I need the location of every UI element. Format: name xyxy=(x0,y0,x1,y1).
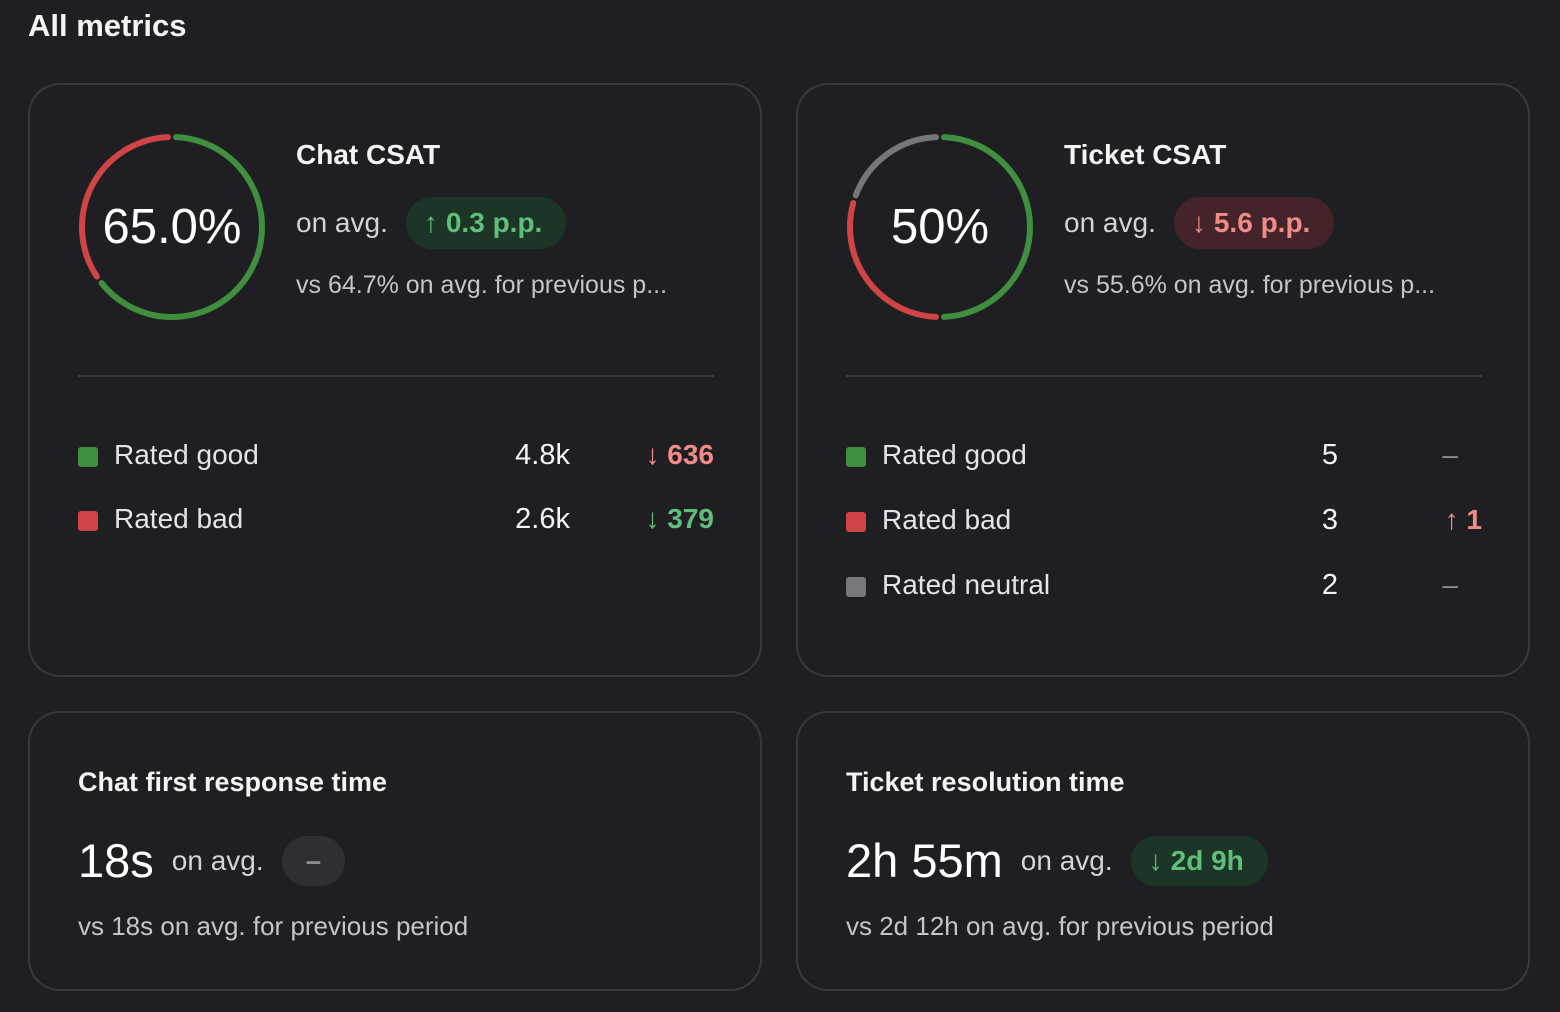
arrow-up-icon: ↑ xyxy=(423,207,438,238)
ticket-csat-legend: Rated good 5 – Rated bad 3 ↑ 1 Rated neu… xyxy=(846,433,1482,628)
arrow-down-icon: ↓ xyxy=(645,439,660,470)
legend-label: Rated good xyxy=(114,439,259,470)
legend-row-rated-bad: Rated bad 2.6k ↓ 379 xyxy=(78,497,714,561)
divider xyxy=(846,375,1482,377)
legend-label: Rated good xyxy=(882,439,1027,470)
chat-csat-value: 65.0% xyxy=(102,200,242,254)
ticket-resolution-row: 2h 55m on avg. ↓ 2d 9h xyxy=(846,833,1268,888)
gauge-bad-arc xyxy=(79,134,171,280)
legend-delta: – xyxy=(1442,439,1458,470)
chat-csat-previous: vs 64.7% on avg. for previous p... xyxy=(296,271,668,299)
ticket-resolution-previous: vs 2d 12h on avg. for previous period xyxy=(846,911,1274,941)
ticket-csat-previous: vs 55.6% on avg. for previous p... xyxy=(1064,271,1436,299)
legend-row-rated-good: Rated good 5 – xyxy=(846,433,1482,498)
chat-csat-card[interactable]: 65.0% Chat CSAT on avg. ↑ 0.3 p.p. vs 64… xyxy=(28,83,762,677)
ticket-resolution-value: 2h 55m xyxy=(846,834,1003,887)
legend-delta: – xyxy=(1442,569,1458,600)
legend-label: Rated bad xyxy=(882,504,1012,535)
green-square-icon xyxy=(78,447,98,467)
legend-delta: ↓ 636 xyxy=(646,439,715,471)
legend-row-rated-good: Rated good 4.8k ↓ 636 xyxy=(78,433,714,497)
chat-first-response-card[interactable]: Chat first response time 18s on avg. – v… xyxy=(28,711,762,991)
legend-label: Rated neutral xyxy=(882,569,1051,600)
green-square-icon xyxy=(846,447,866,467)
legend-count: 2.6k xyxy=(515,503,570,535)
ticket-resolution-title: Ticket resolution time xyxy=(846,767,1125,797)
legend-count: 4.8k xyxy=(515,439,570,471)
ticket-csat-change-badge: ↓ 5.6 p.p. xyxy=(1173,197,1335,249)
delta-value: 1 xyxy=(1466,504,1482,535)
arrow-up-icon: ↑ xyxy=(1444,504,1459,535)
page-title: All metrics xyxy=(28,8,187,43)
legend-delta: ↑ 1 xyxy=(1445,504,1482,536)
legend-count: 2 xyxy=(1321,569,1338,601)
change-value: 0.3 p.p. xyxy=(445,207,543,238)
legend-label: Rated bad xyxy=(114,503,244,534)
gauge-bad-arc xyxy=(847,200,939,320)
gauge-neutral-arc xyxy=(852,134,939,199)
delta-value: 379 xyxy=(667,503,714,534)
ticket-csat-avg-row: on avg. ↓ 5.6 p.p. xyxy=(1064,197,1335,249)
legend-count: 5 xyxy=(1321,439,1338,471)
chat-first-response-row: 18s on avg. – xyxy=(78,833,346,888)
chat-first-response-title: Chat first response time xyxy=(78,767,388,797)
chat-csat-legend: Rated good 4.8k ↓ 636 Rated bad 2.6k ↓ 3… xyxy=(78,433,714,561)
chat-csat-gauge: 65.0% xyxy=(76,131,268,323)
change-value: – xyxy=(305,844,322,876)
gauge-good-arc xyxy=(98,134,265,320)
ticket-csat-gauge: 50% xyxy=(844,131,1036,323)
red-square-icon xyxy=(846,512,866,532)
ticket-csat-gauge-ring xyxy=(847,134,1033,320)
avg-label: on avg. xyxy=(1064,207,1156,238)
legend-count: 3 xyxy=(1321,504,1338,536)
ticket-resolution-change-badge: ↓ 2d 9h xyxy=(1130,835,1268,886)
avg-label: on avg. xyxy=(296,207,388,238)
chat-csat-gauge-ring xyxy=(79,134,265,320)
avg-label: on avg. xyxy=(171,844,264,876)
delta-value: 636 xyxy=(667,439,714,470)
chat-csat-change-badge: ↑ 0.3 p.p. xyxy=(405,197,567,249)
avg-label: on avg. xyxy=(1020,844,1113,876)
ticket-csat-value: 50% xyxy=(890,200,990,254)
arrow-down-icon: ↓ xyxy=(1148,844,1163,876)
red-square-icon xyxy=(78,511,98,531)
arrow-down-icon: ↓ xyxy=(1191,207,1206,238)
divider xyxy=(78,375,714,377)
legend-row-rated-bad: Rated bad 3 ↑ 1 xyxy=(846,498,1482,563)
change-value: 5.6 p.p. xyxy=(1213,207,1311,238)
chat-first-response-previous: vs 18s on avg. for previous period xyxy=(78,911,469,941)
gauge-good-arc xyxy=(941,134,1033,320)
change-value: 2d 9h xyxy=(1170,844,1244,876)
legend-row-rated-neutral: Rated neutral 2 – xyxy=(846,563,1482,628)
chat-first-response-value: 18s xyxy=(78,834,154,887)
ticket-resolution-card[interactable]: Ticket resolution time 2h 55m on avg. ↓ … xyxy=(796,711,1530,991)
chat-csat-title: Chat CSAT xyxy=(296,139,441,170)
arrow-down-icon: ↓ xyxy=(645,503,660,534)
chat-first-response-change-badge: – xyxy=(281,835,346,886)
gray-square-icon xyxy=(846,577,866,597)
ticket-csat-title: Ticket CSAT xyxy=(1064,139,1227,170)
ticket-csat-card[interactable]: 50% Ticket CSAT on avg. ↓ 5.6 p.p. vs 55… xyxy=(796,83,1530,677)
legend-delta: ↓ 379 xyxy=(646,503,715,535)
chat-csat-avg-row: on avg. ↑ 0.3 p.p. xyxy=(296,197,567,249)
